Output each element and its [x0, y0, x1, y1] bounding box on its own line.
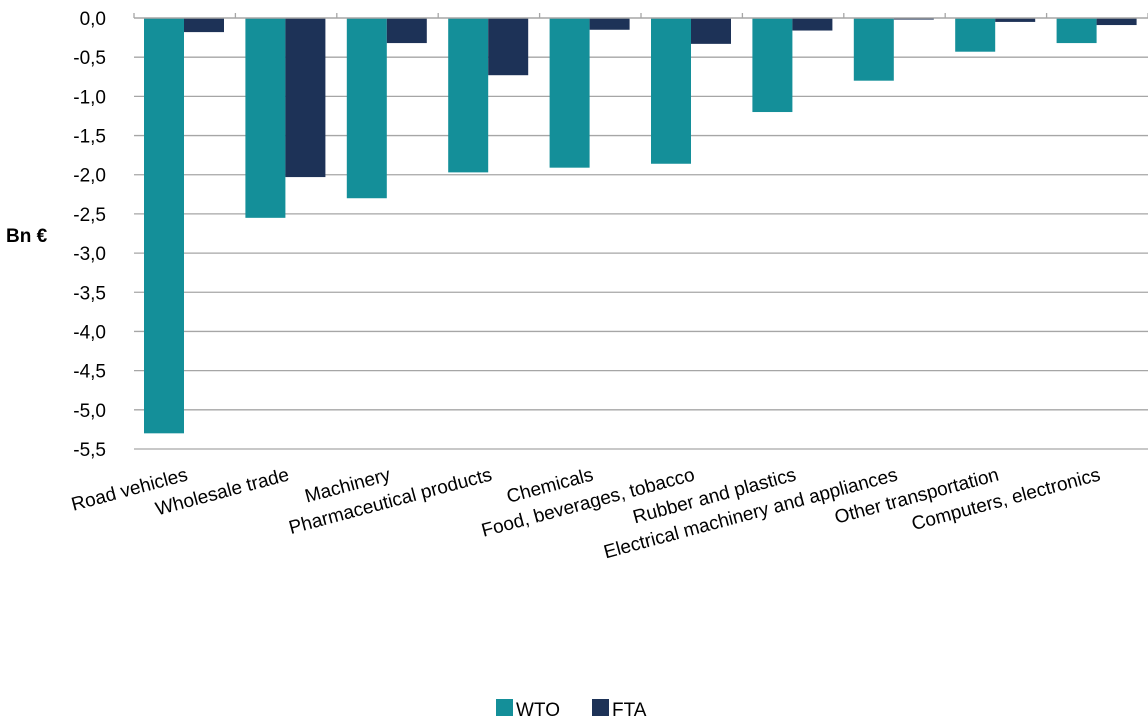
bar-fta-9: [1096, 18, 1137, 26]
bar-fta-1: [285, 18, 326, 178]
bar-fta-3: [488, 18, 529, 76]
bar-fta-2: [386, 18, 427, 44]
bar-wto-3: [448, 18, 489, 173]
y-tick-label: -5,0: [73, 401, 106, 422]
y-tick-label: -2,5: [73, 205, 106, 226]
bar-wto-7: [853, 18, 894, 81]
legend-label-wto: WTO: [516, 700, 560, 721]
y-tick-label: -2,0: [73, 166, 106, 187]
bar-fta-7: [893, 18, 934, 20]
y-axis-label: Bn €: [6, 226, 48, 247]
bar-wto-4: [549, 18, 590, 168]
y-tick-label: -4,5: [73, 362, 106, 383]
bar-wto-1: [245, 18, 286, 218]
y-tick-label: -5,5: [73, 440, 106, 461]
bar-fta-6: [792, 18, 833, 31]
bar-wto-8: [955, 18, 996, 52]
y-tick-label: -1,0: [73, 87, 106, 108]
legend-label-fta: FTA: [612, 700, 647, 721]
bar-fta-5: [691, 18, 731, 44]
y-tick-label: -0,5: [73, 48, 106, 69]
bar-fta-0: [184, 18, 224, 33]
legend-swatch-wto: [496, 699, 513, 716]
legend: WTO FTA: [496, 699, 647, 721]
bar-wto-0: [144, 18, 184, 434]
bar-wto-5: [651, 18, 691, 164]
x-axis: [133, 13, 1148, 19]
y-tick-labels: 0,0 -0,5 -1,0 -1,5 -2,0 -2,5 -3,0 -3,5 -4,0 -4,5 -…: [73, 9, 106, 461]
bar-wto-6: [752, 18, 793, 113]
y-tick-label: -3,0: [73, 244, 106, 265]
bars: [144, 18, 1137, 434]
bar-wto-9: [1056, 18, 1097, 44]
bar-fta-8: [995, 18, 1036, 22]
bar-wto-2: [346, 18, 387, 199]
y-tick-label: -1,5: [73, 127, 106, 148]
y-tick-label: -3,5: [73, 283, 106, 304]
y-tick-label: 0,0: [80, 9, 106, 30]
y-tick-label: -4,0: [73, 322, 106, 343]
legend-swatch-fta: [592, 699, 609, 716]
bar-fta-4: [589, 18, 630, 30]
